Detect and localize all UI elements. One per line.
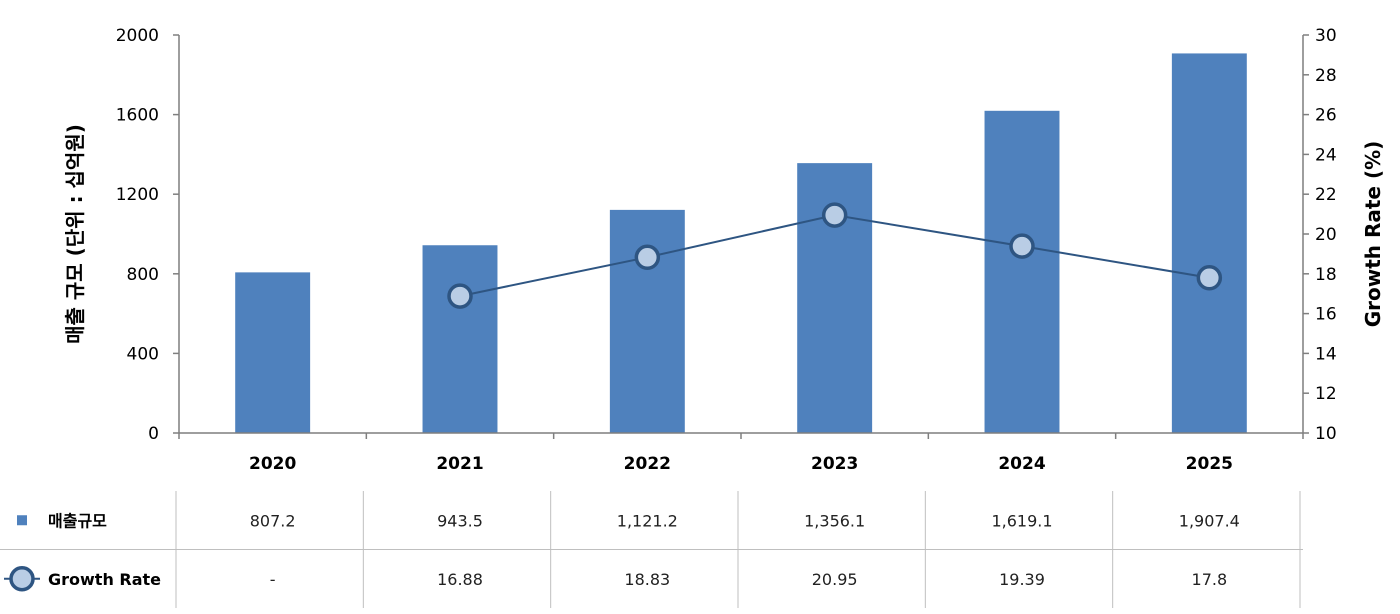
table-cell: 16.88 xyxy=(437,570,483,589)
x-tick-label: 2020 xyxy=(249,454,296,474)
table-cell: 1,907.4 xyxy=(1179,511,1240,530)
y-axis-title-left: 매출 규모 (단위 : 십억원) xyxy=(63,124,87,344)
bar-2020 xyxy=(235,272,311,433)
bar-2024 xyxy=(984,110,1060,433)
right-tick-label: 26 xyxy=(1315,106,1337,126)
left-tick-label: 2000 xyxy=(116,26,159,46)
right-tick-label: 28 xyxy=(1315,66,1337,86)
table-cell: - xyxy=(270,570,276,589)
right-tick-label: 10 xyxy=(1315,424,1337,444)
legend-key-bar xyxy=(17,515,27,526)
right-axis: 10 12 14 16 18 20 22 24 26 28 30 xyxy=(1302,26,1337,444)
bar-2022 xyxy=(609,209,685,433)
right-tick-label: 24 xyxy=(1315,145,1337,165)
bar-2025 xyxy=(1171,53,1247,433)
x-tick-label: 2021 xyxy=(436,454,483,474)
y-axis-title-right: Growth Rate (%) xyxy=(1361,141,1385,328)
x-tick-label: 2023 xyxy=(811,454,858,474)
x-tick-label: 2025 xyxy=(1186,454,1233,474)
growth-rate-point xyxy=(634,244,661,271)
growth-rate-point xyxy=(1009,233,1035,259)
left-axis: 0 400 800 1200 1600 2000 xyxy=(116,26,180,444)
table-cell: 17.8 xyxy=(1192,570,1228,589)
table-cell: 807.2 xyxy=(250,511,296,530)
table-cell: 1,619.1 xyxy=(991,511,1052,530)
right-tick-label: 18 xyxy=(1315,265,1337,285)
table-cell: 19.39 xyxy=(999,570,1045,589)
left-tick-label: 1600 xyxy=(116,106,159,126)
right-tick-label: 30 xyxy=(1315,26,1337,46)
legend-label-growth-rate: Growth Rate xyxy=(48,570,161,589)
right-tick-label: 22 xyxy=(1315,185,1337,205)
legend-label-bar: 매출규모 xyxy=(48,511,107,530)
x-tick-label: 2022 xyxy=(624,454,671,474)
right-tick-label: 16 xyxy=(1315,305,1337,325)
left-tick-label: 800 xyxy=(127,265,159,285)
left-tick-label: 400 xyxy=(127,344,159,364)
data-table: 매출규모 807.2 943.5 1,121.2 1,356.1 1,619.1 1,907… xyxy=(0,491,1303,608)
bar-series xyxy=(235,53,1247,433)
left-tick-label: 1200 xyxy=(116,185,159,205)
table-cell: 1,121.2 xyxy=(617,511,678,530)
left-tick-label: 0 xyxy=(148,424,159,444)
table-cell: 20.95 xyxy=(812,570,858,589)
growth-rate-point xyxy=(1196,265,1223,291)
x-axis: 2020 2021 2022 2023 2024 2025 xyxy=(178,432,1304,474)
right-tick-label: 20 xyxy=(1315,225,1337,245)
table-cell: 1,356.1 xyxy=(804,511,865,530)
table-cell: 18.83 xyxy=(624,570,670,589)
right-tick-label: 12 xyxy=(1315,384,1337,404)
x-tick-label: 2024 xyxy=(998,454,1045,474)
growth-rate-series xyxy=(447,202,1223,309)
right-tick-label: 14 xyxy=(1315,344,1337,364)
bar-2021 xyxy=(422,245,498,433)
table-cell: 943.5 xyxy=(437,511,483,530)
growth-rate-point xyxy=(447,283,473,309)
growth-rate-point xyxy=(821,202,848,228)
legend-key-marker xyxy=(9,566,35,592)
